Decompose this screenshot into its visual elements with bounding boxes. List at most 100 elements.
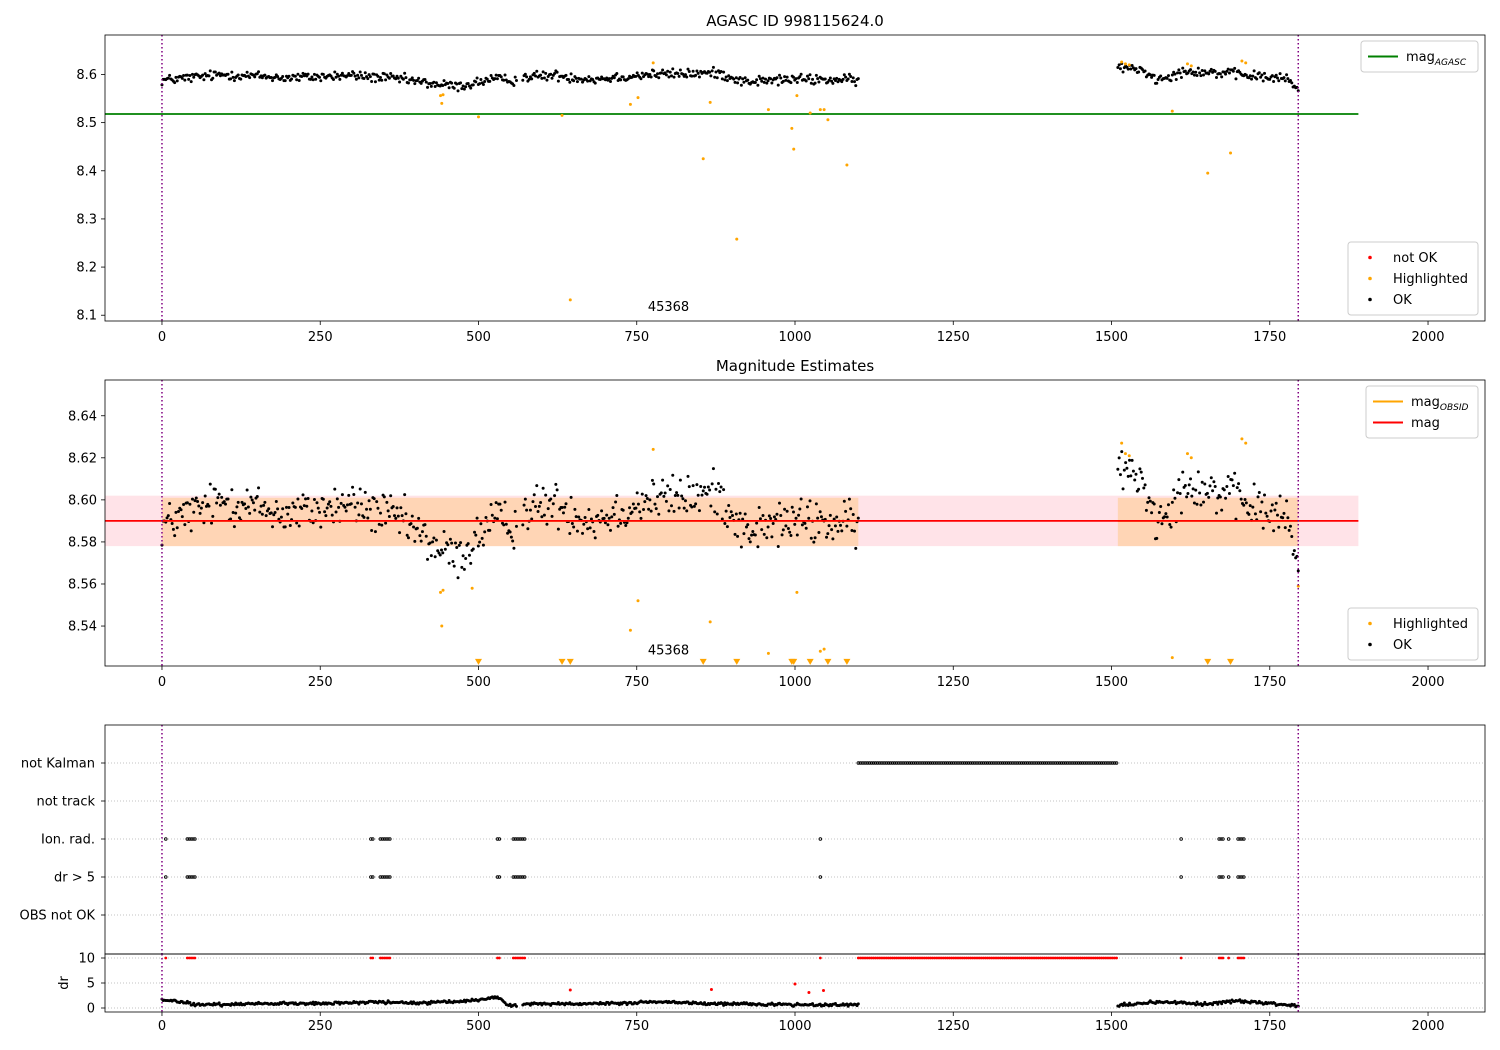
flag-point	[193, 875, 197, 879]
data-point	[1263, 71, 1267, 75]
data-point	[1122, 1001, 1126, 1005]
data-point	[593, 536, 597, 540]
flag-point	[885, 761, 889, 765]
data-point	[841, 77, 845, 81]
data-point	[530, 517, 534, 521]
y-tick-label: 8.58	[68, 535, 97, 550]
data-point	[479, 522, 483, 526]
y-tick-label: 0	[87, 1002, 95, 1017]
flag-point	[934, 761, 938, 765]
flag-point	[191, 837, 195, 841]
data-point	[1144, 508, 1148, 512]
data-point	[586, 79, 590, 83]
data-point	[189, 529, 193, 533]
flag-point	[1179, 837, 1183, 841]
data-point	[1251, 74, 1255, 78]
flag-point	[867, 761, 872, 765]
data-point	[1156, 78, 1160, 82]
data-point	[671, 67, 675, 71]
data-point	[250, 498, 254, 502]
data-point	[1187, 483, 1191, 487]
data-point	[363, 490, 367, 494]
flag-point	[896, 761, 900, 765]
flag-point	[1179, 875, 1183, 879]
data-point	[831, 537, 835, 541]
data-point	[428, 1002, 432, 1006]
data-point	[540, 76, 544, 80]
data-point	[1129, 67, 1133, 71]
data-point	[511, 539, 515, 543]
data-point	[809, 81, 813, 85]
data-point	[1211, 489, 1215, 493]
data-point	[714, 487, 718, 491]
data-point	[554, 482, 558, 486]
y-tick-label: 8.62	[68, 451, 97, 466]
data-point	[387, 514, 391, 518]
data-point-highlighted	[568, 298, 572, 302]
data-point	[619, 521, 623, 525]
data-point	[300, 74, 304, 78]
data-point	[301, 493, 305, 497]
data-point	[481, 543, 485, 547]
data-point	[201, 73, 205, 77]
data-point	[286, 512, 290, 516]
data-point	[852, 529, 856, 533]
flag-point	[1101, 761, 1106, 765]
not-ok-point	[497, 956, 501, 960]
data-point	[725, 525, 729, 529]
flag-point	[1021, 761, 1026, 765]
data-point	[1173, 999, 1177, 1003]
data-point	[203, 494, 207, 498]
data-point	[1207, 72, 1211, 76]
data-point	[1285, 499, 1289, 503]
flag-point	[924, 761, 929, 765]
data-point	[182, 74, 186, 78]
data-point	[456, 576, 460, 580]
obsid-annotation: 45368	[648, 300, 689, 315]
data-point	[309, 77, 313, 81]
data-point	[692, 504, 696, 508]
data-point	[680, 494, 684, 498]
data-point	[722, 1003, 726, 1007]
flag-point	[1038, 761, 1043, 765]
data-point	[1257, 490, 1261, 494]
data-point	[569, 495, 573, 499]
flag-point	[991, 761, 995, 765]
data-point	[372, 72, 376, 76]
data-point	[1126, 474, 1130, 478]
data-point	[762, 532, 766, 536]
legend-label-subscript: OBSID	[1440, 403, 1469, 413]
data-point	[509, 535, 513, 539]
data-point-highlighted	[766, 651, 770, 655]
not-ok-point	[193, 956, 197, 960]
flag-point	[522, 837, 527, 841]
flag-point	[979, 761, 984, 765]
data-point	[337, 74, 341, 78]
data-point	[1259, 510, 1263, 514]
data-point-off-scale	[843, 658, 851, 665]
data-point	[1133, 478, 1137, 482]
flag-point	[911, 761, 916, 765]
data-point	[723, 522, 727, 526]
uncertainty-band	[161, 497, 859, 547]
data-point	[312, 1003, 316, 1007]
data-point	[785, 509, 789, 513]
data-point	[854, 546, 858, 550]
data-point	[352, 71, 356, 75]
data-point	[409, 522, 413, 526]
data-point	[634, 74, 638, 78]
not-ok-point	[1115, 956, 1118, 960]
data-point	[828, 76, 832, 80]
flag-point	[187, 875, 191, 879]
data-point-highlighted	[1240, 437, 1244, 441]
data-point	[170, 522, 174, 526]
data-point	[293, 74, 297, 78]
data-point	[696, 71, 700, 75]
data-point	[747, 537, 751, 541]
flag-point	[1016, 761, 1020, 765]
data-point	[489, 502, 493, 506]
data-point	[666, 69, 670, 73]
data-point-highlighted	[1244, 441, 1248, 445]
flag-point	[1069, 761, 1073, 765]
